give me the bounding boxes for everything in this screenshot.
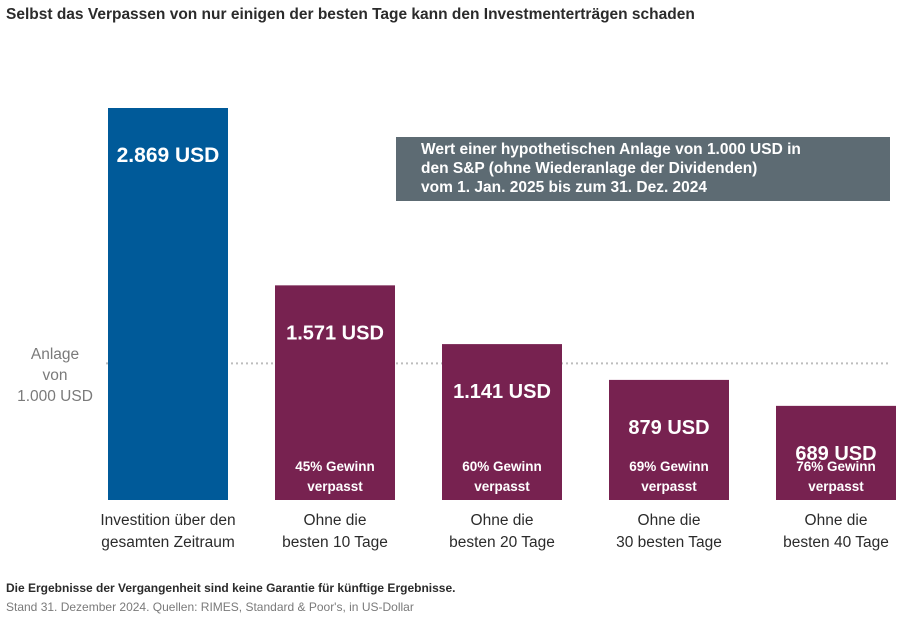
info-box-line: vom 1. Jan. 2025 bis zum 31. Dez. 2024 xyxy=(421,179,708,196)
category-label: gesamten Zeitraum xyxy=(101,534,235,551)
bar-gain-label: 76% Gewinn xyxy=(796,459,876,474)
bar-gain-label: verpasst xyxy=(641,479,697,494)
baseline-label-line: 1.000 USD xyxy=(17,388,93,405)
category-label: besten 10 Tage xyxy=(282,534,388,551)
bar-value-label: 2.869 USD xyxy=(117,144,220,167)
bar xyxy=(275,285,395,500)
bar-gain-label: verpasst xyxy=(474,479,530,494)
bar xyxy=(108,108,228,500)
bar-value-label: 1.141 USD xyxy=(453,381,551,403)
category-label: besten 20 Tage xyxy=(449,534,555,551)
info-box: Wert einer hypothetischen Anlage von 1.0… xyxy=(396,137,890,201)
bar xyxy=(609,379,729,500)
bar-value-label: 1.571 USD xyxy=(286,322,384,344)
info-box-line: Wert einer hypothetischen Anlage von 1.0… xyxy=(421,141,801,158)
chart-title: Selbst das Verpassen von nur einigen der… xyxy=(6,6,695,23)
bar-gain-label: 45% Gewinn xyxy=(295,459,375,474)
footnote: Die Ergebnisse der Vergangenheit sind ke… xyxy=(6,581,456,595)
category-label: Ohne die xyxy=(471,512,534,529)
bar xyxy=(776,405,896,500)
bar-value-label: 879 USD xyxy=(628,417,709,439)
info-box-line: den S&P (ohne Wiederanlage der Dividende… xyxy=(421,160,758,177)
bar xyxy=(442,344,562,500)
baseline-label-line: von xyxy=(43,367,68,384)
bar-value-label: 689 USD xyxy=(795,443,876,465)
category-label: Ohne die xyxy=(638,512,701,529)
category-label: Ohne die xyxy=(304,512,367,529)
category-labels: Investition über den gesamten Zeitraum Ohn… xyxy=(100,512,889,551)
category-label: 30 besten Tage xyxy=(616,534,722,551)
category-label: Ohne die xyxy=(805,512,868,529)
baseline-label: Anlage von 1.000 USD xyxy=(17,346,93,405)
bars: 2.869 USD 1.571 USD 45% Gewinn verpasst 1.14… xyxy=(108,108,896,500)
baseline-label-line: Anlage xyxy=(31,346,79,363)
category-label: Investition über den xyxy=(100,512,235,529)
source-note: Stand 31. Dezember 2024. Quellen: RIMES,… xyxy=(6,600,414,614)
bar-gain-label: verpasst xyxy=(808,479,864,494)
category-label: besten 40 Tage xyxy=(783,534,889,551)
bar-gain-label: verpasst xyxy=(307,479,363,494)
bar-gain-label: 69% Gewinn xyxy=(629,459,709,474)
bar-gain-label: 60% Gewinn xyxy=(462,459,542,474)
